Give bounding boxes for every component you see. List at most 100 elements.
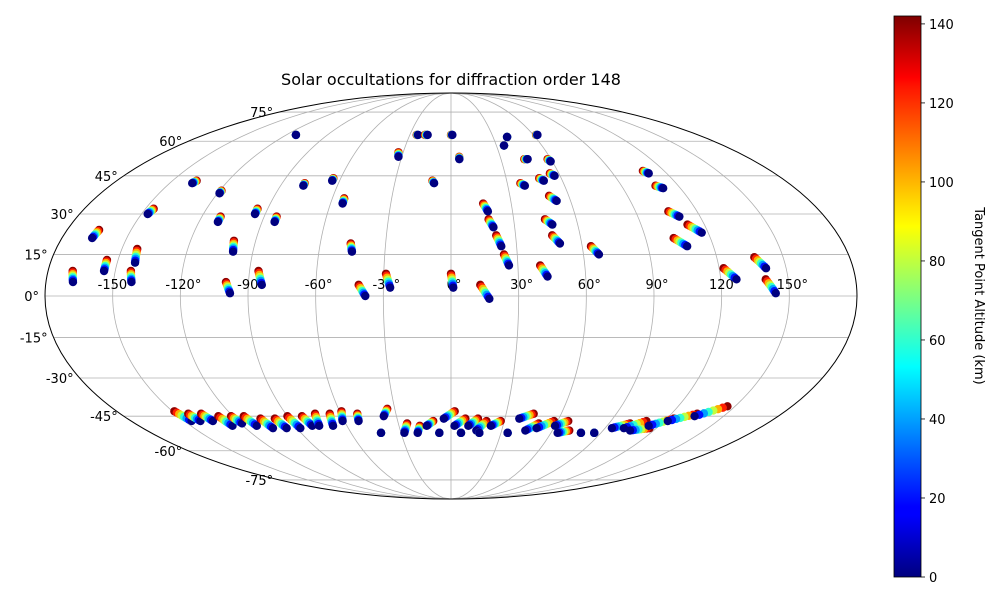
latitude-tick-label: 45° xyxy=(95,170,118,185)
latitude-tick-label: 0° xyxy=(24,290,39,305)
occultation-point xyxy=(455,154,464,164)
occultation-track xyxy=(446,130,457,140)
colorbar-tick-label: 20 xyxy=(929,492,946,507)
occultation-track xyxy=(638,166,653,178)
occultation-track xyxy=(270,212,281,227)
occultation-track xyxy=(353,409,363,426)
colorbar-tick-label: 100 xyxy=(929,176,954,191)
occultation-track xyxy=(354,280,370,301)
occultation-point xyxy=(268,423,278,433)
occultation-point xyxy=(548,220,557,229)
meridian-line xyxy=(450,93,587,499)
longitude-tick-label: 150° xyxy=(777,278,808,293)
occultation-point xyxy=(607,423,617,433)
occultation-track xyxy=(327,174,338,185)
occultation-point xyxy=(338,416,347,426)
occultation-track xyxy=(475,428,484,438)
occultation-point xyxy=(555,239,565,248)
occultation-track xyxy=(338,194,349,208)
occultation-track xyxy=(400,419,412,438)
occultation-track xyxy=(412,130,423,140)
occultation-point xyxy=(523,154,532,164)
occultation-track xyxy=(422,416,438,431)
occultation-point xyxy=(270,217,279,227)
occultation-point xyxy=(394,152,403,162)
meridian-line xyxy=(112,93,452,499)
occultation-track xyxy=(87,225,104,243)
occultation-point xyxy=(215,189,224,198)
longitude-tick-label: 30° xyxy=(510,278,533,293)
occultation-point xyxy=(188,179,197,188)
occultation-point xyxy=(450,421,459,431)
occultation-track xyxy=(250,204,262,219)
longitude-tick-label: 90° xyxy=(645,278,668,293)
occultation-point xyxy=(550,171,559,181)
occultation-track xyxy=(420,130,432,140)
meridian-line xyxy=(382,93,452,499)
chart-title: Solar occultations for diffraction order… xyxy=(281,70,621,89)
colorbar xyxy=(893,15,922,578)
occultation-point xyxy=(379,411,388,421)
occultation-track xyxy=(450,414,470,431)
occultation-point xyxy=(354,416,363,426)
occultation-track xyxy=(394,148,403,162)
occultation-point xyxy=(663,416,672,426)
occultation-track xyxy=(531,130,542,140)
colorbar-label: Tangent Point Altitude (km) xyxy=(971,206,986,384)
occultation-point xyxy=(697,228,706,237)
occultation-point xyxy=(483,207,493,216)
meridian-line xyxy=(247,93,452,499)
occultation-point xyxy=(682,242,692,251)
occultation-track xyxy=(520,154,532,164)
occultation-track xyxy=(499,141,509,150)
occultation-point xyxy=(590,428,599,438)
colorbar-tick-label: 140 xyxy=(929,18,954,33)
occultation-track xyxy=(446,269,458,292)
occultation-track xyxy=(188,176,201,188)
occultation-point xyxy=(338,199,347,208)
occultation-point xyxy=(644,169,653,178)
occultation-track xyxy=(346,239,357,256)
occultation-point xyxy=(68,277,78,287)
occultation-track xyxy=(651,181,668,193)
occultation-point xyxy=(228,247,238,256)
occultation-point xyxy=(422,421,431,431)
occultation-track xyxy=(516,179,530,190)
occultation-track xyxy=(484,215,498,232)
occultation-track xyxy=(270,414,291,433)
occultation-point xyxy=(515,414,524,423)
occultation-point xyxy=(550,421,560,431)
occultation-track xyxy=(503,428,512,438)
occultation-track xyxy=(126,266,136,287)
occultation-track xyxy=(576,428,586,438)
occultation-point xyxy=(296,423,305,433)
occultation-track xyxy=(544,191,561,206)
occultation-point xyxy=(291,130,301,140)
occultation-track xyxy=(143,204,158,219)
occultation-track xyxy=(750,252,771,273)
latitude-tick-label: -30° xyxy=(46,372,74,387)
occultation-point xyxy=(503,428,512,438)
colorbar-tick-label: 60 xyxy=(929,334,946,349)
occultation-point xyxy=(532,423,541,433)
latitude-tick-label: 60° xyxy=(159,135,182,150)
colorbar-tick-label: 80 xyxy=(929,255,946,270)
occultation-track xyxy=(239,411,261,431)
occultation-point xyxy=(576,428,586,438)
occultation-point xyxy=(413,130,423,140)
occultation-point xyxy=(439,414,449,423)
occultation-point xyxy=(361,291,370,301)
colorbar-tick-labels: 0 20 40 60 80 100 120 140 xyxy=(921,18,954,586)
occultation-point xyxy=(213,217,223,227)
graticule-grid xyxy=(45,93,857,499)
occultation-track xyxy=(228,236,239,256)
occultation-track xyxy=(379,404,392,421)
occultation-track xyxy=(130,244,142,267)
occultation-point xyxy=(282,423,291,433)
occultation-point xyxy=(594,250,604,259)
occultation-track xyxy=(381,269,395,292)
occultation-point xyxy=(533,130,542,140)
meridian-line xyxy=(450,93,520,499)
colorbar-tick-label: 40 xyxy=(929,413,946,428)
